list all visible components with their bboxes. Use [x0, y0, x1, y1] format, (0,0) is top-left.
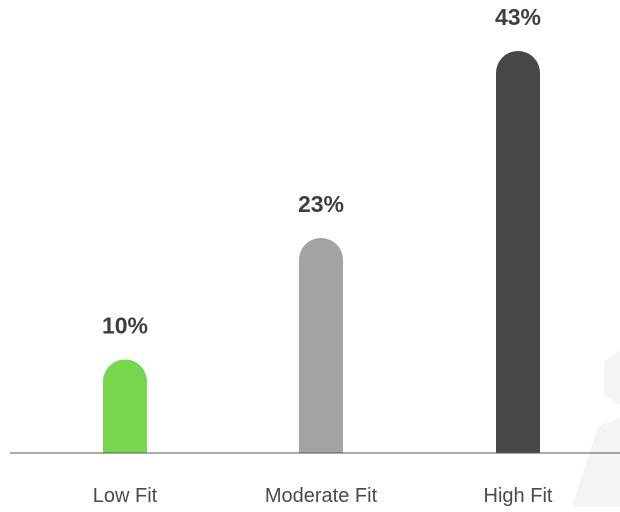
background-decoration [572, 350, 620, 507]
bar-high-fit [496, 51, 540, 453]
category-label-low-fit: Low Fit [93, 485, 158, 507]
bar-low-fit [103, 359, 147, 453]
value-label-low-fit: 10% [102, 313, 148, 339]
value-label-high-fit: 43% [495, 4, 541, 30]
bars-layer [103, 51, 540, 453]
category-label-moderate-fit: Moderate Fit [265, 485, 378, 507]
background-shape-small [604, 350, 620, 405]
bar-moderate-fit [299, 237, 343, 453]
value-label-moderate-fit: 23% [298, 191, 344, 217]
labels-layer: 10% Low Fit 23% Moderate Fit 43% High Fit [93, 4, 553, 507]
background-shape-large [572, 418, 620, 507]
category-label-high-fit: High Fit [484, 485, 553, 507]
